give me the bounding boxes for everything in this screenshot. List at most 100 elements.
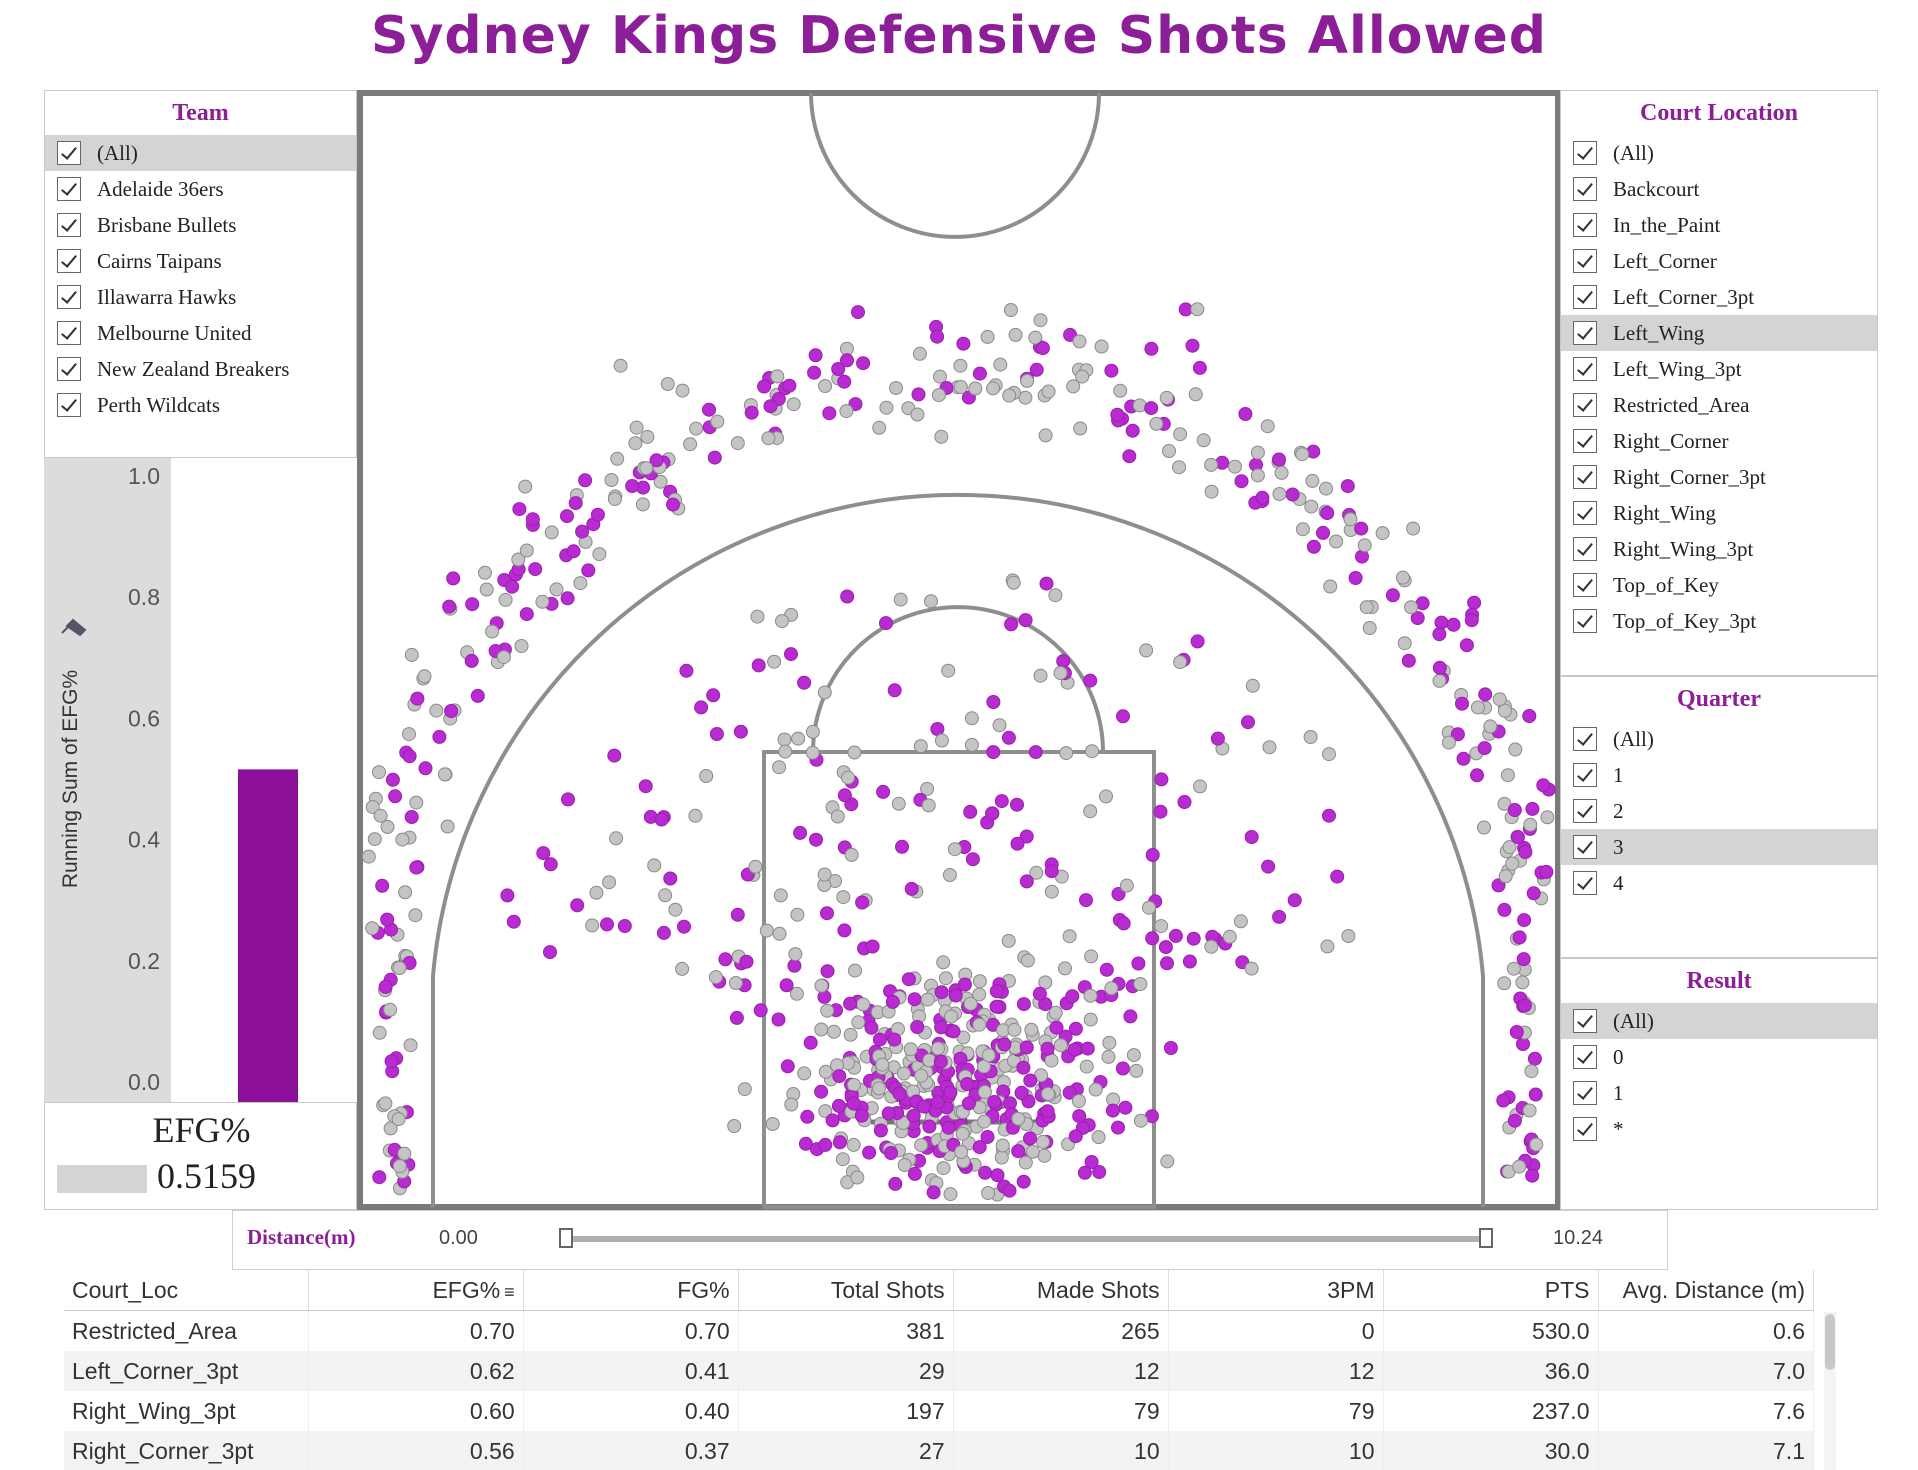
missed-shot-marker[interactable]: [1477, 820, 1491, 835]
made-shot-marker[interactable]: [1517, 913, 1532, 928]
court-location-filter-item[interactable]: Right_Corner_3pt: [1561, 459, 1877, 495]
made-shot-marker[interactable]: [1163, 1041, 1178, 1055]
missed-shot-marker[interactable]: [778, 744, 793, 759]
result-filter-item[interactable]: *: [1561, 1111, 1877, 1147]
missed-shot-marker[interactable]: [750, 609, 765, 624]
missed-shot-marker[interactable]: [1395, 570, 1410, 585]
made-shot-marker[interactable]: [1010, 836, 1025, 851]
team-filter-item[interactable]: Melbourne United: [45, 315, 356, 351]
made-shot-marker[interactable]: [1116, 916, 1131, 931]
missed-shot-marker[interactable]: [610, 451, 625, 466]
made-shot-marker[interactable]: [410, 691, 425, 706]
missed-shot-marker[interactable]: [392, 961, 407, 975]
missed-shot-marker[interactable]: [1497, 976, 1512, 991]
missed-shot-marker[interactable]: [1083, 988, 1098, 1003]
made-shot-marker[interactable]: [1509, 1025, 1524, 1039]
made-shot-marker[interactable]: [865, 939, 880, 954]
checkbox-checked-icon[interactable]: [1573, 537, 1597, 561]
checkbox-checked-icon[interactable]: [1573, 213, 1597, 237]
missed-shot-marker[interactable]: [1172, 460, 1186, 475]
missed-shot-marker[interactable]: [817, 867, 832, 882]
made-shot-marker[interactable]: [1131, 956, 1146, 971]
made-shot-marker[interactable]: [972, 1140, 987, 1155]
missed-shot-marker[interactable]: [1406, 521, 1421, 536]
made-shot-marker[interactable]: [1068, 1021, 1083, 1036]
made-shot-marker[interactable]: [1464, 613, 1479, 628]
missed-shot-marker[interactable]: [372, 765, 386, 780]
made-shot-marker[interactable]: [1401, 653, 1416, 668]
missed-shot-marker[interactable]: [1173, 427, 1188, 442]
missed-shot-marker[interactable]: [589, 885, 604, 900]
header-court-loc[interactable]: Court_Loc: [64, 1270, 310, 1311]
team-filter-item[interactable]: Brisbane Bullets: [45, 207, 356, 243]
court-location-filter-item[interactable]: Restricted_Area: [1561, 387, 1877, 423]
missed-shot-marker[interactable]: [1375, 526, 1390, 541]
table-scrollbar-thumb[interactable]: [1825, 1314, 1835, 1370]
missed-shot-marker[interactable]: [1329, 534, 1344, 549]
made-shot-marker[interactable]: [822, 406, 837, 421]
missed-shot-marker[interactable]: [403, 1038, 418, 1053]
made-shot-marker[interactable]: [895, 839, 909, 854]
missed-shot-marker[interactable]: [827, 1024, 841, 1039]
made-shot-marker[interactable]: [1525, 1168, 1540, 1183]
made-shot-marker[interactable]: [1040, 1041, 1055, 1056]
made-shot-marker[interactable]: [779, 978, 794, 993]
made-shot-marker[interactable]: [1125, 423, 1140, 438]
made-shot-marker[interactable]: [784, 647, 798, 662]
missed-shot-marker[interactable]: [1188, 387, 1203, 402]
missed-shot-marker[interactable]: [1024, 1022, 1039, 1037]
made-shot-marker[interactable]: [384, 1054, 399, 1069]
made-shot-marker[interactable]: [911, 387, 926, 402]
made-shot-marker[interactable]: [1168, 928, 1183, 943]
missed-shot-marker[interactable]: [1099, 789, 1113, 804]
missed-shot-marker[interactable]: [737, 1082, 752, 1097]
made-shot-marker[interactable]: [380, 912, 395, 927]
missed-shot-marker[interactable]: [398, 885, 413, 900]
made-shot-marker[interactable]: [864, 1020, 879, 1035]
made-shot-marker[interactable]: [961, 1096, 976, 1111]
made-shot-marker[interactable]: [1467, 595, 1482, 610]
missed-shot-marker[interactable]: [1196, 433, 1211, 448]
made-shot-marker[interactable]: [1153, 804, 1168, 819]
checkbox-checked-icon[interactable]: [1573, 321, 1597, 345]
missed-shot-marker[interactable]: [1304, 499, 1319, 514]
missed-shot-marker[interactable]: [1173, 655, 1188, 670]
missed-shot-marker[interactable]: [936, 1161, 951, 1176]
missed-shot-marker[interactable]: [910, 407, 925, 422]
made-shot-marker[interactable]: [1122, 449, 1137, 464]
checkbox-checked-icon[interactable]: [57, 285, 81, 309]
missed-shot-marker[interactable]: [660, 377, 675, 391]
missed-shot-marker[interactable]: [429, 703, 444, 718]
made-shot-marker[interactable]: [446, 571, 461, 586]
team-filter-item[interactable]: Cairns Taipans: [45, 243, 356, 279]
court-location-filter-item[interactable]: In_the_Paint: [1561, 207, 1877, 243]
missed-shot-marker[interactable]: [604, 473, 619, 487]
made-shot-marker[interactable]: [879, 616, 893, 631]
made-shot-marker[interactable]: [793, 825, 808, 840]
missed-shot-marker[interactable]: [889, 381, 903, 395]
made-shot-marker[interactable]: [1072, 1109, 1087, 1124]
distance-slider-max-handle[interactable]: [1479, 1228, 1493, 1248]
missed-shot-marker[interactable]: [1149, 416, 1164, 431]
missed-shot-marker[interactable]: [640, 429, 655, 444]
made-shot-marker[interactable]: [543, 857, 558, 872]
result-filter-item[interactable]: (All): [1561, 1003, 1877, 1039]
checkbox-checked-icon[interactable]: [1573, 429, 1597, 453]
missed-shot-marker[interactable]: [629, 420, 644, 435]
made-shot-marker[interactable]: [1539, 864, 1554, 879]
made-shot-marker[interactable]: [1186, 931, 1201, 946]
made-shot-marker[interactable]: [818, 1137, 833, 1152]
missed-shot-marker[interactable]: [839, 404, 854, 419]
shot-chart-court[interactable]: [357, 90, 1561, 1210]
missed-shot-marker[interactable]: [1053, 666, 1068, 680]
made-shot-marker[interactable]: [694, 700, 709, 715]
made-shot-marker[interactable]: [948, 988, 963, 1003]
made-shot-marker[interactable]: [943, 1085, 958, 1100]
missed-shot-marker[interactable]: [872, 1081, 886, 1096]
missed-shot-marker[interactable]: [914, 1068, 929, 1083]
missed-shot-marker[interactable]: [1048, 588, 1063, 603]
made-shot-marker[interactable]: [1320, 506, 1335, 520]
made-shot-marker[interactable]: [372, 1170, 387, 1185]
made-shot-marker[interactable]: [989, 999, 1004, 1014]
missed-shot-marker[interactable]: [708, 970, 723, 985]
